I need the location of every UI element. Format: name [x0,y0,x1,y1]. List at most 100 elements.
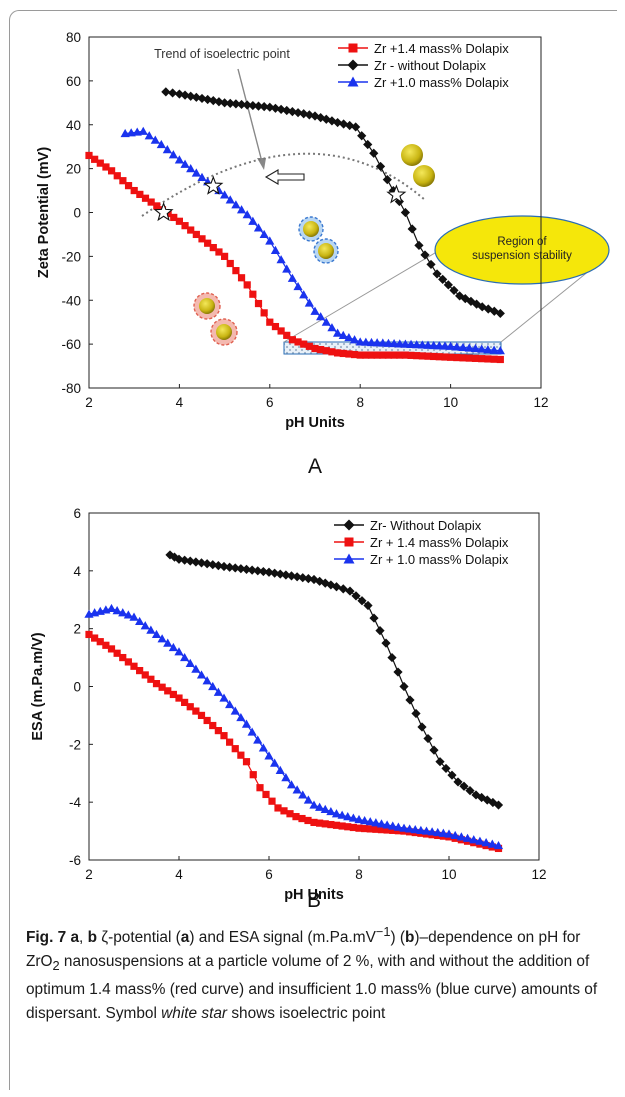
data-point [259,102,269,112]
data-point [393,822,403,831]
region-ellipse [434,215,610,285]
data-point [344,332,354,342]
x-tick-label: 8 [356,395,364,410]
data-point [107,645,116,653]
data-point [274,804,282,812]
data-point [197,711,206,720]
isoelectric-trend-curve [141,152,426,217]
data-point [424,352,432,360]
data-point [357,131,367,141]
data-point [298,573,308,583]
data-point [360,816,370,825]
data-point [169,552,180,562]
data-point [232,267,240,275]
data-point [382,820,392,829]
data-point [231,99,241,109]
isoelectric-point-star-icon [153,201,174,222]
data-point [367,351,376,359]
data-point [174,554,184,564]
data-point [287,273,297,282]
data-point [96,638,104,646]
y-tick-label: -2 [69,737,81,752]
data-point [405,824,415,833]
caption-text-5: nanosuspensions at a particle volume of … [26,953,598,1023]
data-point [286,780,297,789]
caption-fig-label: Fig. 7 [26,929,67,947]
data-point [315,802,325,811]
data-point [435,757,445,767]
data-point [102,163,110,171]
series-1 [85,151,504,364]
panel-a-decorations: Region of suspension stability Trend of … [141,47,610,355]
data-point [483,345,493,354]
caption-a2: a [180,929,190,947]
panel-label: B [307,889,321,912]
y-tick-label: 20 [66,162,81,177]
data-point [344,823,352,831]
data-point [477,302,487,312]
data-point [130,662,138,670]
data-point [264,567,274,577]
data-point [220,98,230,108]
data-point [151,629,162,639]
data-point [315,576,325,586]
data-point [280,807,288,815]
data-point [174,155,184,164]
data-point [379,351,387,359]
data-point [310,818,318,827]
data-point [310,306,320,315]
data-point [197,172,207,181]
data-point [220,190,230,199]
data-point [230,563,240,573]
data-point [405,695,415,705]
data-point [484,355,492,363]
data-point [477,344,487,353]
data-point [465,786,475,796]
y-tick-label: 2 [73,622,81,637]
data-point [304,110,314,120]
region-label-line2: suspension stability [472,250,572,262]
data-point [396,351,404,359]
data-point [208,560,218,570]
data-point [331,582,342,592]
data-point [259,229,269,239]
data-point [362,351,370,359]
data-point [458,342,468,352]
data-point [298,814,306,823]
data-point [443,280,453,290]
caption-b: b [87,929,98,947]
data-point [438,274,448,285]
data-point [321,820,329,828]
data-point [311,344,319,353]
data-point [381,638,391,648]
data-point [400,207,410,218]
data-point [453,353,461,362]
data-point [219,561,229,572]
data-point [412,340,422,349]
data-point [462,833,473,842]
data-point [266,318,274,326]
data-point [152,680,161,688]
data-point [162,145,172,154]
data-point [168,642,178,652]
x-tick-label: 4 [175,867,183,882]
data-point [298,790,308,799]
data-point [365,817,375,826]
data-point [270,758,280,767]
data-point [430,352,438,361]
particles-1-0-dispersant-icon [298,216,339,264]
data-point [337,810,347,819]
data-point [371,818,381,827]
data-point [281,772,291,782]
data-point [304,298,314,307]
data-point [459,781,469,791]
series-line [88,607,499,847]
data-point [249,771,257,779]
data-point [185,556,195,566]
data-point [141,671,149,679]
data-point [333,117,343,128]
data-point [96,159,104,167]
data-point [168,88,178,98]
data-point [465,354,473,362]
